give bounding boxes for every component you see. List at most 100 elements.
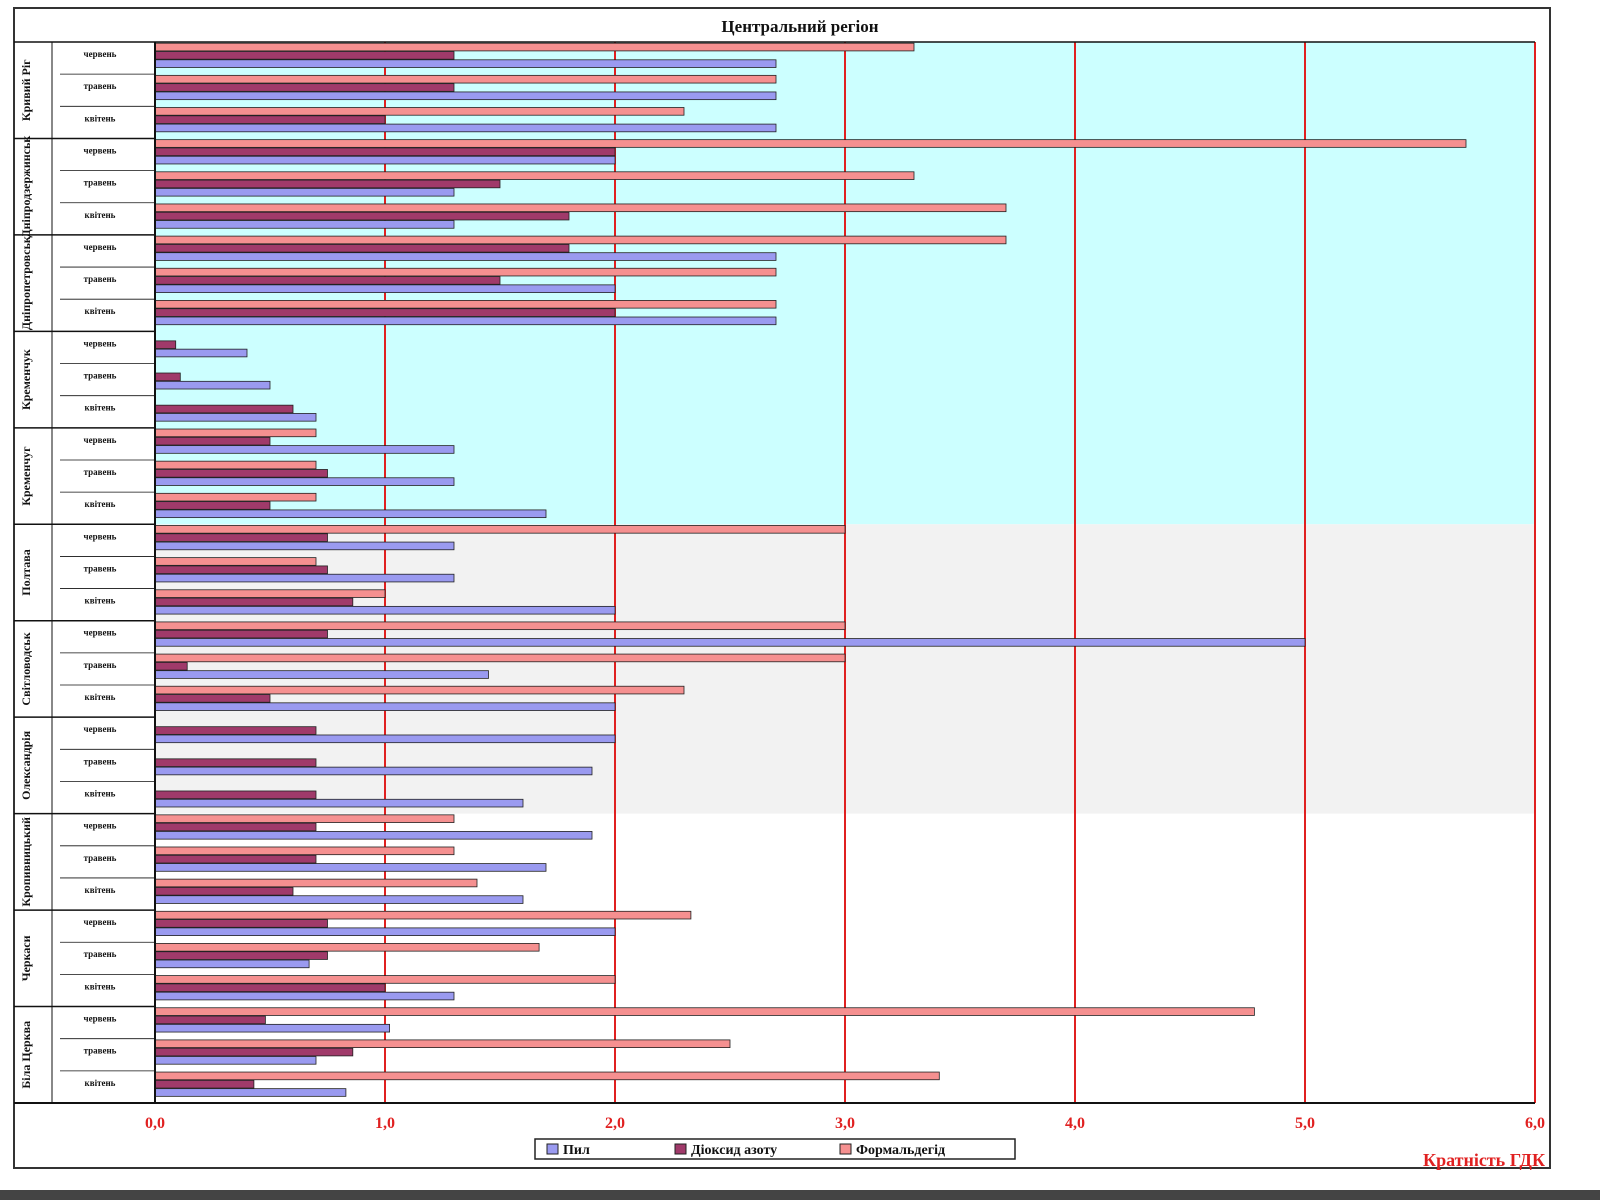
group-label: Біла Церква <box>19 1021 33 1089</box>
bar <box>154 91 777 101</box>
subcategory-label: травень <box>84 949 117 959</box>
bar <box>154 477 455 486</box>
bar <box>154 1056 317 1065</box>
bar <box>154 179 501 189</box>
bar <box>154 316 777 326</box>
bar <box>154 726 317 735</box>
bar <box>154 790 317 800</box>
bar <box>154 621 846 631</box>
bar <box>154 203 1007 213</box>
bars <box>154 42 1467 1097</box>
bar <box>154 910 692 920</box>
bar <box>154 541 455 551</box>
bar <box>154 670 489 679</box>
grid-lines <box>384 42 1536 1103</box>
bar <box>154 267 777 277</box>
subcategory-label: травень <box>84 660 117 670</box>
bar <box>154 51 455 60</box>
bar <box>154 854 317 864</box>
bar <box>154 863 547 872</box>
subcategory-label: червень <box>84 821 117 831</box>
x-tick-label: 0,0 <box>145 1115 165 1132</box>
bar <box>154 887 294 896</box>
bar <box>154 758 317 767</box>
bar <box>154 1015 266 1025</box>
bar <box>154 766 593 776</box>
bar <box>154 525 846 534</box>
bar <box>154 565 328 575</box>
subcategory-label: червень <box>84 49 117 59</box>
bar <box>154 235 1007 245</box>
bar <box>154 59 777 68</box>
bar <box>154 734 616 744</box>
bar <box>154 653 846 663</box>
bar <box>154 340 177 349</box>
bar <box>154 685 685 695</box>
bar <box>154 74 777 84</box>
bar <box>154 814 455 823</box>
subcategory-label: квітень <box>85 981 116 991</box>
bar <box>154 155 616 165</box>
legend-label: Діоксид азоту <box>691 1143 777 1158</box>
subcategory-label: червень <box>84 242 117 252</box>
subcategory-label: квітень <box>85 788 116 798</box>
bar <box>154 629 328 639</box>
bar <box>154 436 271 446</box>
group-label: Кривий Ріг <box>19 59 33 121</box>
x-tick-label: 6,0 <box>1525 1115 1545 1132</box>
bar <box>154 1023 391 1033</box>
bar <box>154 460 317 470</box>
bar <box>154 147 616 157</box>
bar <box>154 951 328 960</box>
bar <box>154 413 317 422</box>
bar <box>154 115 386 124</box>
x-tick-label: 3,0 <box>835 1115 855 1132</box>
bar <box>154 573 455 583</box>
bar <box>154 927 616 936</box>
subcategory-label: червень <box>84 628 117 638</box>
bar <box>154 348 248 358</box>
x-axis-title: Кратність ГДК <box>1423 1150 1545 1170</box>
group-label: Дніпродзержинськ <box>19 136 33 238</box>
x-tick-label: 4,0 <box>1065 1115 1085 1132</box>
bar <box>154 252 777 261</box>
category-labels: Кривий Ріг червень травень квітень Дніпродзе… <box>14 49 155 1089</box>
bar <box>154 139 1467 148</box>
axes: 0,0 1,0 2,0 3,0 4,0 5,0 6,0 <box>14 41 1545 1132</box>
bar <box>154 284 616 293</box>
bar <box>154 171 915 180</box>
bar <box>154 702 616 711</box>
subcategory-label: червень <box>84 1014 117 1024</box>
bar <box>154 661 188 671</box>
subcategory-label: травень <box>84 81 117 91</box>
bar <box>154 83 455 92</box>
group-label: Черкаси <box>19 935 33 981</box>
subcategory-label: травень <box>84 371 117 381</box>
bar <box>154 1071 940 1081</box>
bar <box>154 878 478 888</box>
bar <box>154 822 317 832</box>
bar <box>154 533 328 542</box>
legend-swatch <box>674 1143 687 1155</box>
subcategory-label: квітень <box>85 113 116 123</box>
group-label: Кременчуг <box>19 446 33 506</box>
group-label: Світловодськ <box>19 632 33 705</box>
bar <box>154 589 386 598</box>
bar <box>154 469 328 478</box>
subcategory-label: травень <box>84 178 117 188</box>
bar <box>154 959 310 969</box>
bar <box>154 42 915 52</box>
subcategory-label: травень <box>84 274 117 284</box>
subcategory-label: квітень <box>85 885 116 895</box>
subcategory-label: травень <box>84 1046 117 1056</box>
legend-swatch <box>839 1143 852 1155</box>
subcategory-label: квітень <box>85 1078 116 1088</box>
bar <box>154 943 540 952</box>
subcategory-label: квітень <box>85 210 116 220</box>
bar <box>154 220 455 229</box>
bar <box>154 605 616 615</box>
bar <box>154 404 294 414</box>
group-label: Полтава <box>19 549 33 595</box>
bar <box>154 597 354 607</box>
